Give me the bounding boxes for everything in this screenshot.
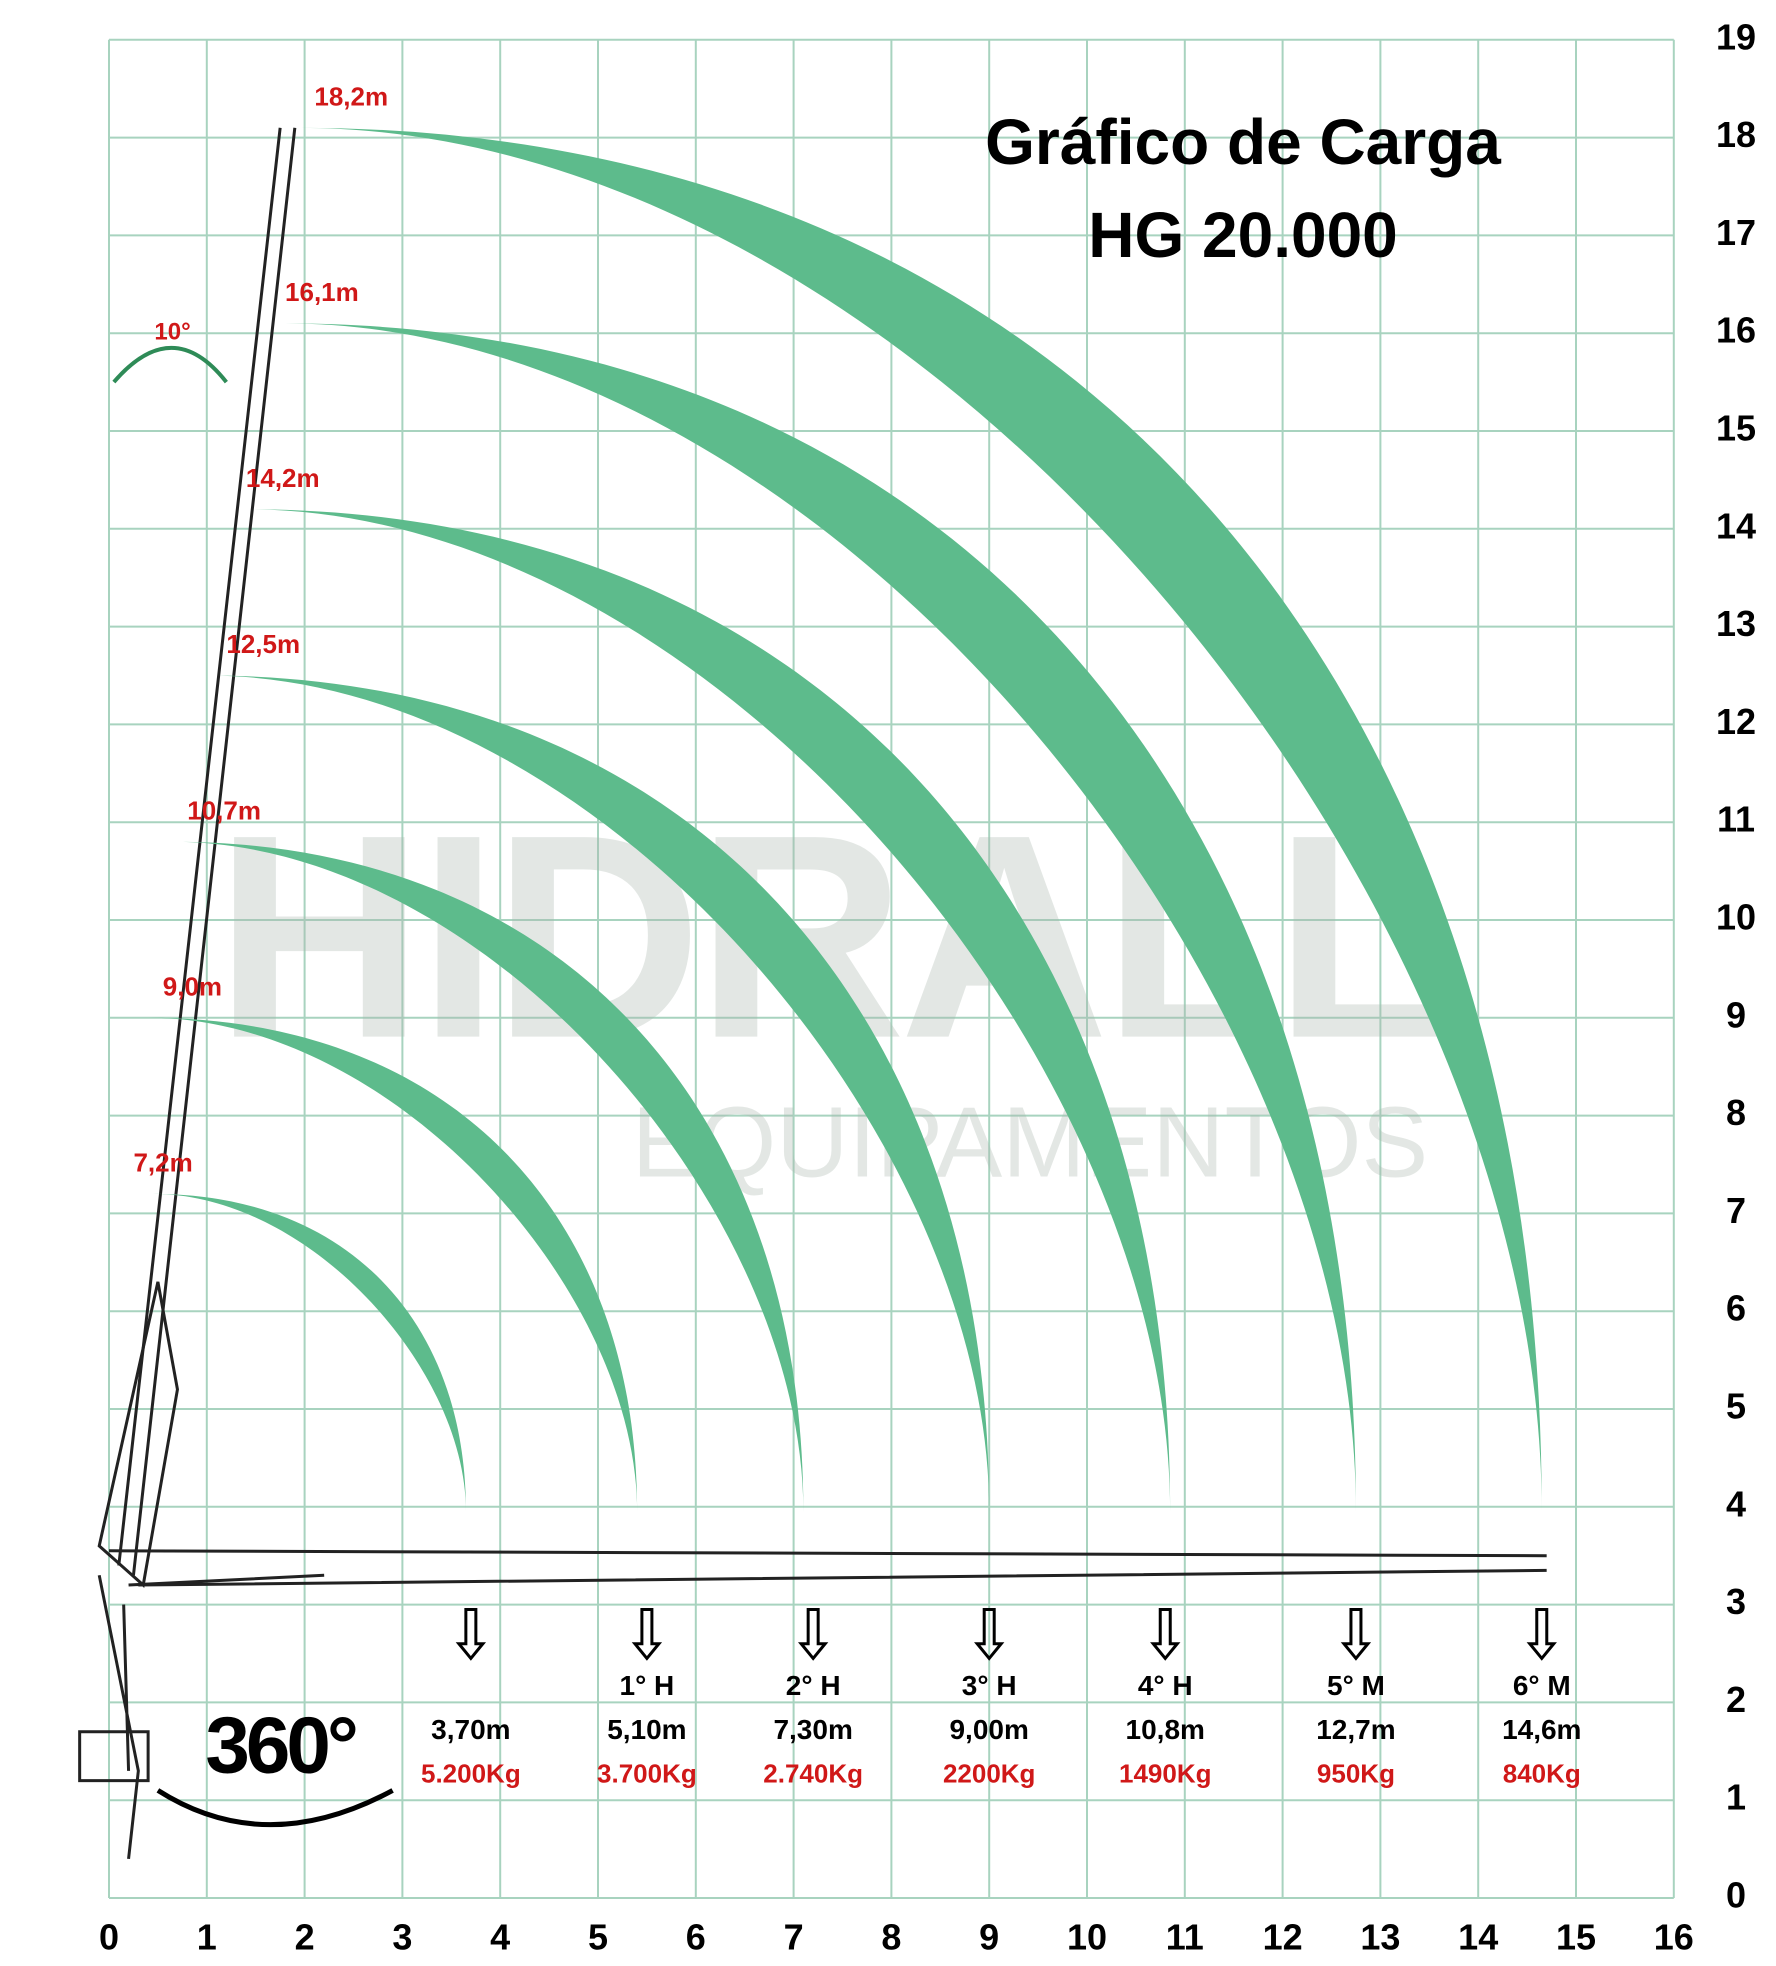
title: Gráfico de Carga	[985, 106, 1501, 178]
section: 5° M	[1327, 1670, 1385, 1701]
down-arrow	[455, 1607, 487, 1661]
reach-height: 16,1m	[285, 277, 359, 307]
y-tick-label: 19	[1716, 16, 1756, 57]
jib	[108, 1549, 1547, 1587]
reach-height: 12,5m	[226, 629, 300, 659]
reach: 9,00m	[949, 1714, 1028, 1745]
column	[97, 1574, 140, 1860]
y-tick-label: 7	[1726, 1190, 1746, 1231]
y-tick-label: 16	[1716, 310, 1756, 351]
x-tick-label: 8	[881, 1917, 901, 1958]
x-tick-label: 16	[1654, 1917, 1694, 1958]
x-tick-label: 4	[490, 1917, 510, 1958]
y-tick-label: 14	[1716, 505, 1756, 546]
x-tick-label: 5	[588, 1917, 608, 1958]
title: HG 20.000	[1088, 199, 1398, 271]
section: 3° H	[962, 1670, 1017, 1701]
load: 2200Kg	[943, 1759, 1036, 1789]
x-tick-label: 10	[1067, 1917, 1107, 1958]
y-tick-label: 10	[1716, 897, 1756, 938]
y-tick-label: 11	[1717, 799, 1755, 840]
reach: 3,70m	[431, 1714, 510, 1745]
load: 5.200Kg	[421, 1759, 521, 1789]
boom-base	[97, 1281, 179, 1588]
crane	[78, 127, 1547, 1860]
base	[78, 1730, 150, 1783]
down-arrow	[974, 1607, 1005, 1661]
reach-height: 9,0m	[163, 971, 222, 1001]
reach-height: 14,2m	[246, 463, 320, 493]
slew-angle: 10°	[154, 319, 190, 346]
x-tick-label: 0	[99, 1917, 119, 1958]
y-tick-label: 4	[1726, 1483, 1746, 1524]
x-tick-label: 1	[197, 1917, 217, 1958]
section: 2° H	[786, 1670, 841, 1701]
x-tick-label: 6	[686, 1917, 706, 1958]
x-tick-label: 2	[295, 1917, 315, 1958]
y-tick-label: 18	[1716, 114, 1756, 155]
load: 2.740Kg	[763, 1759, 863, 1789]
section: 1° H	[620, 1670, 675, 1701]
load: 840Kg	[1503, 1759, 1581, 1789]
y-tick-label: 9	[1726, 994, 1746, 1035]
y-tick-label: 13	[1716, 603, 1756, 644]
x-tick-label: 7	[784, 1917, 804, 1958]
reach: 5,10m	[607, 1714, 686, 1745]
x-tick-label: 3	[392, 1917, 412, 1958]
y-tick-label: 2	[1726, 1679, 1746, 1720]
reach: 14,6m	[1502, 1714, 1581, 1745]
reach: 12,7m	[1316, 1714, 1395, 1745]
down-arrow	[1340, 1607, 1372, 1661]
y-tick-label: 6	[1726, 1288, 1746, 1329]
rotation-arrow	[156, 1788, 394, 1828]
down-arrow	[797, 1607, 829, 1661]
y-tick-label: 12	[1716, 701, 1756, 742]
x-tick-label: 9	[979, 1917, 999, 1958]
x-tick-label: 12	[1263, 1917, 1303, 1958]
reach: 7,30m	[773, 1714, 852, 1745]
y-tick-label: 3	[1726, 1581, 1746, 1622]
load: 3.700Kg	[597, 1759, 697, 1789]
reach: 10,8m	[1126, 1714, 1205, 1745]
y-tick-label: 8	[1726, 1092, 1746, 1133]
load: 950Kg	[1317, 1759, 1395, 1789]
rotation: 360°	[205, 1700, 355, 1789]
reach-height: 10,7m	[187, 795, 261, 825]
y-tick-label: 15	[1716, 408, 1756, 449]
x-tick-label: 15	[1556, 1917, 1596, 1958]
down-arrow	[1150, 1607, 1181, 1661]
down-arrow	[1526, 1607, 1557, 1661]
section: 6° M	[1513, 1670, 1571, 1701]
x-tick-label: 14	[1458, 1917, 1498, 1958]
x-tick-label: 13	[1360, 1917, 1400, 1958]
down-arrow	[631, 1607, 663, 1661]
reach-arc	[153, 1193, 466, 1512]
section: 4° H	[1138, 1670, 1193, 1701]
y-tick-label: 1	[1726, 1777, 1746, 1818]
load: 1490Kg	[1119, 1759, 1212, 1789]
x-tick-label: 11	[1166, 1917, 1204, 1958]
main-boom	[117, 127, 297, 1576]
reach-height: 7,2m	[133, 1147, 192, 1177]
y-tick-label: 17	[1716, 212, 1756, 253]
y-tick-label: 0	[1726, 1875, 1746, 1916]
slew-arrow	[112, 346, 228, 384]
reach-height: 18,2m	[314, 81, 388, 111]
grid	[108, 38, 1675, 1899]
y-tick-label: 5	[1726, 1386, 1746, 1427]
